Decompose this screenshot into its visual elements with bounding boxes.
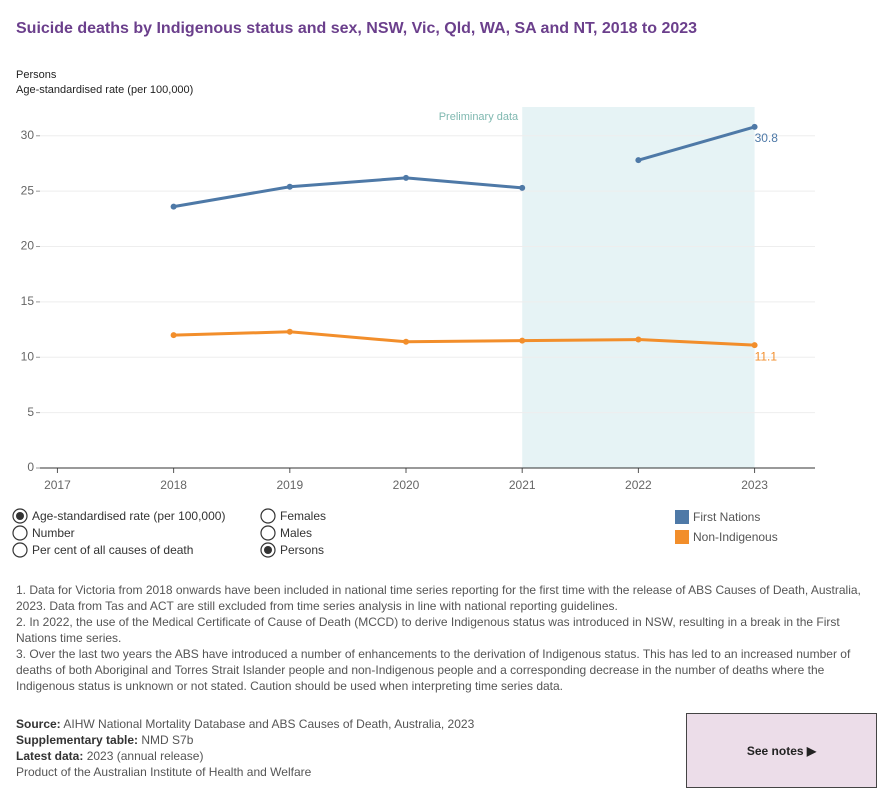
legend-swatch bbox=[675, 530, 689, 544]
radio-selected bbox=[16, 512, 24, 520]
x-tick-label: 2022 bbox=[625, 478, 652, 492]
radio-label: Per cent of all causes of death bbox=[32, 543, 193, 557]
series-line bbox=[173, 176, 523, 209]
source-line: Source: AIHW National Mortality Database… bbox=[16, 716, 474, 732]
preliminary-region bbox=[522, 107, 755, 468]
source-line: Supplementary table: NMD S7b bbox=[16, 732, 474, 748]
end-label: 30.8 bbox=[755, 131, 779, 145]
data-point bbox=[403, 338, 410, 345]
notes: 1. Data for Victoria from 2018 onwards h… bbox=[16, 582, 866, 694]
y-tick-label: 25 bbox=[21, 183, 35, 197]
note: 3. Over the last two years the ABS have … bbox=[16, 647, 851, 693]
radio-label: Persons bbox=[280, 543, 324, 557]
y-tick-label: 0 bbox=[27, 460, 34, 474]
source-label: Source: bbox=[16, 717, 61, 731]
legend-label: First Nations bbox=[693, 510, 760, 524]
source-label: Supplementary table: bbox=[16, 733, 139, 747]
source: Source: AIHW National Mortality Database… bbox=[16, 716, 474, 780]
data-point bbox=[635, 336, 642, 343]
note: 2. In 2022, the use of the Medical Certi… bbox=[16, 615, 840, 645]
radio-label: Number bbox=[32, 526, 75, 540]
series-line bbox=[637, 125, 755, 162]
source-line: Product of the Australian Institute of H… bbox=[16, 764, 474, 780]
radio-button[interactable] bbox=[260, 508, 276, 524]
data-point bbox=[635, 157, 642, 164]
source-text: 2023 (annual release) bbox=[86, 749, 204, 763]
radio-button[interactable] bbox=[12, 542, 28, 558]
data-point bbox=[751, 123, 758, 130]
data-point bbox=[519, 184, 526, 191]
data-point bbox=[751, 342, 758, 349]
data-point bbox=[286, 183, 293, 190]
radio-button[interactable] bbox=[260, 525, 276, 541]
note: 1. Data for Victoria from 2018 onwards h… bbox=[16, 583, 861, 613]
x-tick-label: 2019 bbox=[276, 478, 303, 492]
x-tick-label: 2020 bbox=[393, 478, 420, 492]
end-label: 11.1 bbox=[755, 349, 778, 363]
chart-title: Suicide deaths by Indigenous status and … bbox=[16, 20, 697, 37]
series-line bbox=[173, 330, 755, 347]
data-point bbox=[170, 203, 177, 210]
see-notes-button[interactable]: See notes ▶ bbox=[686, 713, 877, 788]
y-tick-label: 30 bbox=[21, 128, 35, 142]
y-tick-label: 5 bbox=[27, 405, 34, 419]
source-line: Latest data: 2023 (annual release) bbox=[16, 748, 474, 764]
radio-label: Females bbox=[280, 509, 326, 523]
chart: Suicide deaths by Indigenous status and … bbox=[12, 20, 815, 558]
legend-swatch bbox=[675, 510, 689, 524]
x-tick-label: 2017 bbox=[44, 478, 71, 492]
data-point bbox=[519, 337, 526, 344]
radio-button[interactable] bbox=[12, 525, 28, 541]
source-label: Latest data: bbox=[16, 749, 84, 763]
legend-label: Non-Indigenous bbox=[693, 530, 778, 544]
source-text: AIHW National Mortality Database and ABS… bbox=[63, 717, 475, 731]
source-text: NMD S7b bbox=[141, 733, 194, 747]
radio-label: Males bbox=[280, 526, 312, 540]
x-tick-label: 2023 bbox=[741, 478, 768, 492]
preliminary-label: Preliminary data bbox=[439, 111, 519, 123]
radio-label: Age-standardised rate (per 100,000) bbox=[32, 509, 225, 523]
y-axis-label: Age-standardised rate (per 100,000) bbox=[16, 84, 193, 96]
y-tick-label: 20 bbox=[21, 239, 35, 253]
subtitle: Persons bbox=[16, 69, 57, 81]
data-point bbox=[403, 174, 410, 181]
source-text: Product of the Australian Institute of H… bbox=[16, 765, 312, 779]
y-tick-label: 15 bbox=[21, 294, 35, 308]
data-point bbox=[170, 332, 177, 339]
x-tick-label: 2021 bbox=[509, 478, 536, 492]
radio-selected bbox=[264, 546, 272, 554]
x-tick-label: 2018 bbox=[160, 478, 187, 492]
y-tick-label: 10 bbox=[21, 349, 35, 363]
data-point bbox=[286, 328, 293, 335]
